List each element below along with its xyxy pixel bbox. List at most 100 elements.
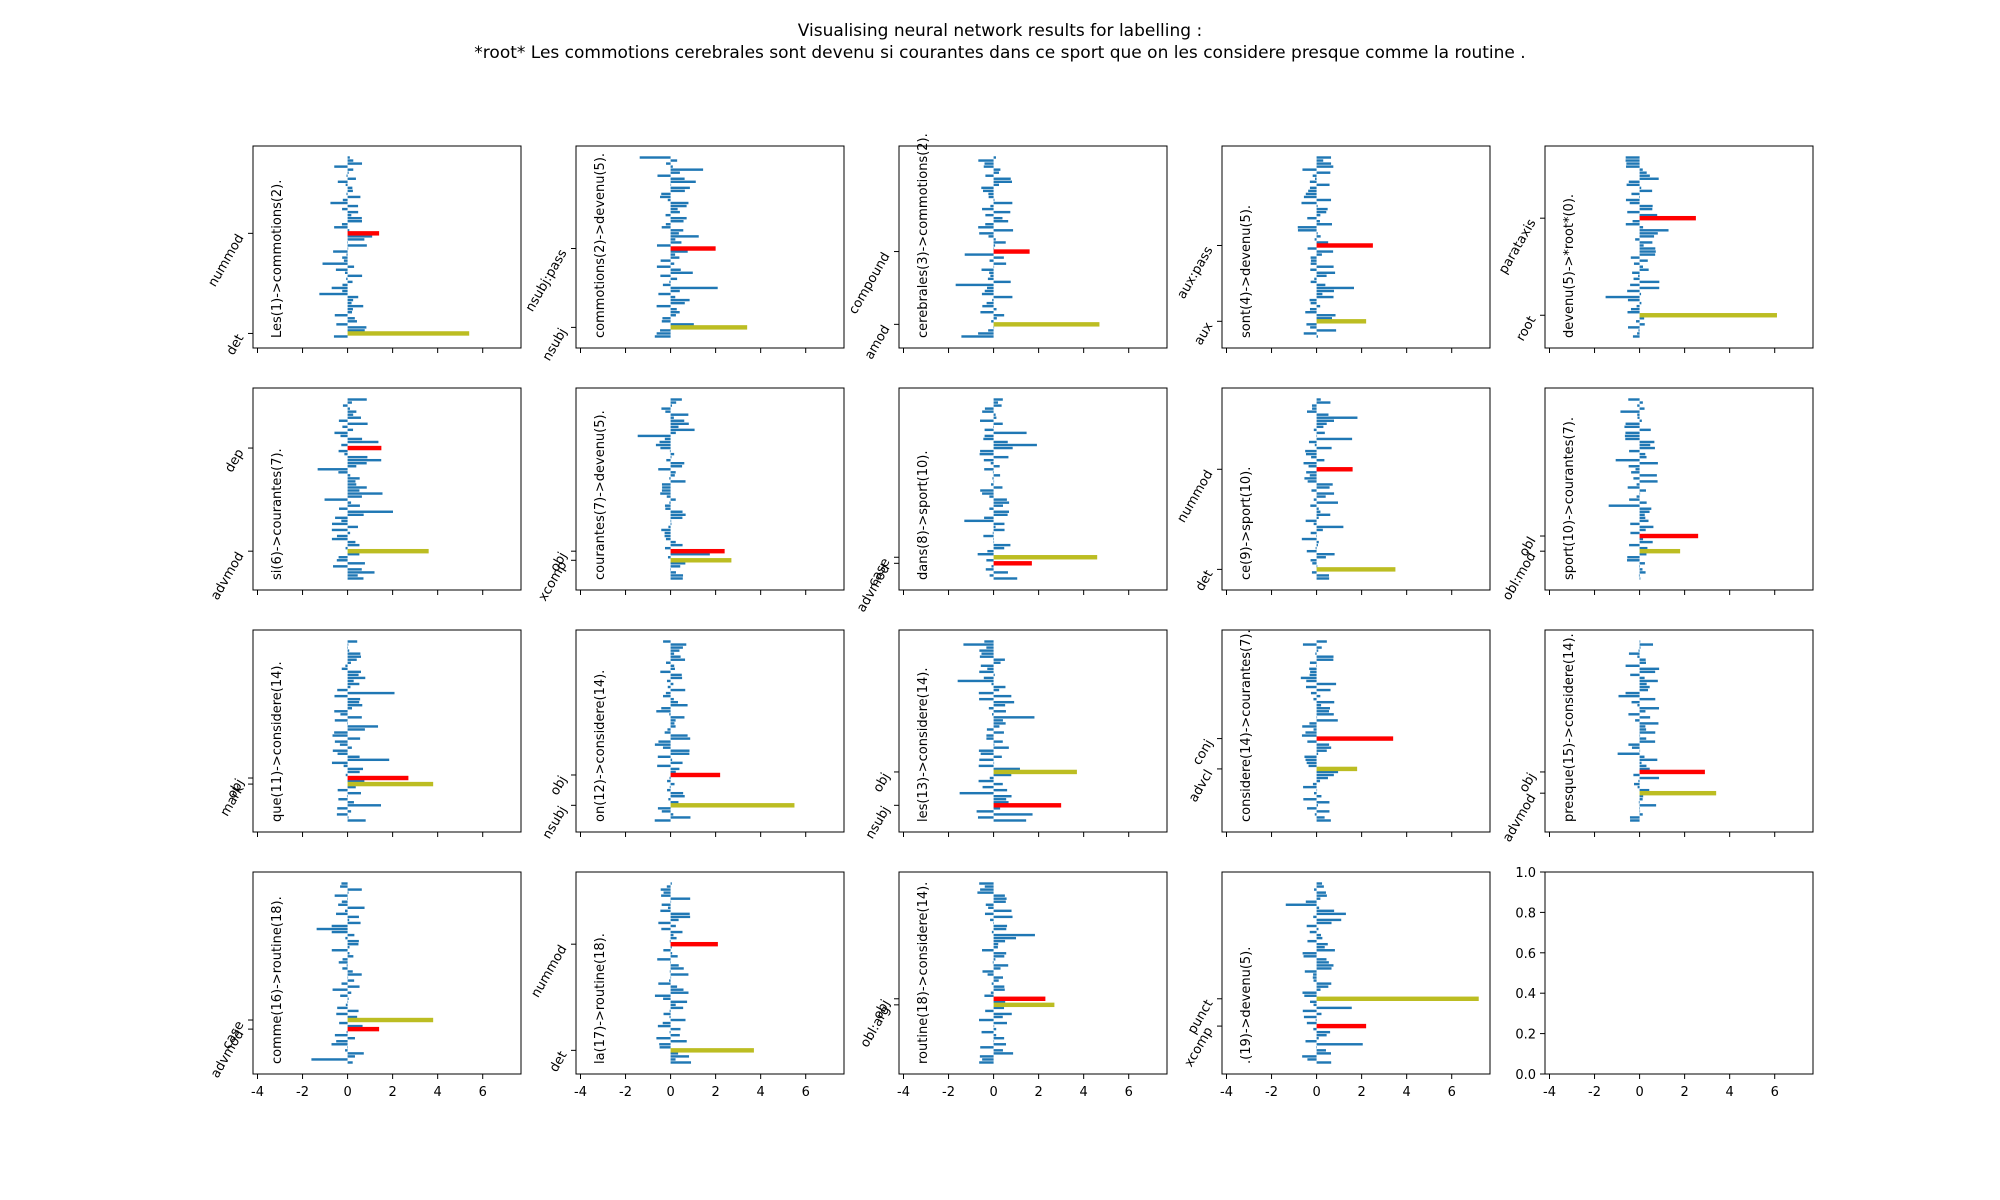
bar <box>1628 652 1640 655</box>
bar <box>347 177 356 180</box>
bar <box>1316 961 1329 964</box>
bar <box>1316 250 1334 253</box>
bar <box>1316 207 1328 211</box>
gold-bar <box>993 322 1100 327</box>
subplot-label: on(12)->considere(14). <box>593 670 608 822</box>
bar <box>1303 195 1317 199</box>
y-tick-label: obl:mod <box>1500 550 1540 603</box>
bar <box>334 740 348 743</box>
x-tick-label: -4 <box>897 1085 910 1100</box>
bar <box>993 440 1008 444</box>
bar <box>670 574 684 577</box>
bar <box>347 501 352 504</box>
bar <box>1639 462 1658 465</box>
bar <box>1316 210 1327 214</box>
bar <box>1315 652 1317 655</box>
bar <box>346 253 348 256</box>
bar <box>1313 791 1317 795</box>
subplot-label: courantes(7)->devenu(5). <box>593 410 608 580</box>
bar <box>664 531 671 535</box>
bar <box>322 262 348 265</box>
bar <box>670 813 674 816</box>
bar <box>1316 1052 1331 1055</box>
bar <box>1639 247 1656 250</box>
bar <box>991 982 994 985</box>
bar <box>347 195 361 199</box>
bar <box>1305 311 1317 314</box>
bar <box>670 480 686 483</box>
bar <box>347 952 350 955</box>
bar <box>1639 207 1653 211</box>
bar <box>983 165 994 168</box>
bar <box>988 707 994 710</box>
gold-bar <box>347 781 434 787</box>
bar <box>347 229 350 232</box>
bar <box>347 691 395 695</box>
bar <box>345 183 348 187</box>
bar <box>1316 198 1332 202</box>
bar <box>983 458 994 462</box>
bar <box>670 700 678 704</box>
bar <box>342 425 348 429</box>
bar <box>1639 268 1649 271</box>
bar <box>336 912 348 916</box>
bar <box>1310 268 1317 271</box>
subplot-bars-13 <box>957 640 1077 822</box>
bar <box>345 773 348 777</box>
bar <box>980 489 994 492</box>
bar <box>980 1046 994 1049</box>
bar <box>1637 404 1640 407</box>
bar <box>986 737 994 740</box>
bar <box>334 894 348 897</box>
bar <box>670 646 683 649</box>
bar <box>993 722 1006 725</box>
bar <box>337 1006 348 1010</box>
bar <box>347 676 366 680</box>
bar <box>341 882 348 885</box>
bar <box>1639 682 1647 686</box>
bar <box>980 888 994 891</box>
bar <box>987 286 994 290</box>
bar <box>1306 549 1317 553</box>
bar <box>1639 643 1654 646</box>
bar <box>1316 804 1318 807</box>
bar <box>1302 168 1317 171</box>
bar <box>993 704 1006 707</box>
bar <box>1639 440 1655 444</box>
bar <box>1316 232 1318 235</box>
bar <box>347 247 349 250</box>
bar <box>670 964 679 967</box>
bar <box>347 407 350 410</box>
bar <box>1314 888 1317 891</box>
bar <box>993 295 1013 299</box>
y-tick-label: aux:pass <box>1174 244 1216 302</box>
bar <box>347 661 351 664</box>
bar <box>670 422 689 425</box>
bar <box>993 716 1035 719</box>
bar <box>1302 643 1317 646</box>
bar <box>670 250 688 253</box>
bar <box>1316 486 1330 489</box>
bar <box>667 685 671 689</box>
gold-bar <box>347 1017 434 1023</box>
bar <box>347 658 357 661</box>
x-tick-label: -4 <box>1220 1085 1233 1100</box>
bar <box>670 761 683 765</box>
bar <box>670 882 672 885</box>
bar <box>993 404 1002 407</box>
y-tick-label: obj <box>548 773 571 798</box>
bar <box>1632 335 1640 338</box>
bar <box>347 921 361 925</box>
subplot-frame <box>575 871 845 1075</box>
bar <box>347 700 360 704</box>
subplot-frame <box>898 145 1168 349</box>
bar <box>993 180 1013 183</box>
bar <box>1316 171 1331 174</box>
bar <box>334 694 348 698</box>
bar <box>993 1000 1006 1004</box>
subplot-bars-18 <box>977 882 1055 1064</box>
subplot-empty: 0.0 0.2 0.4 0.6 0.8 1.0 -4 -2 0 2 4 6 <box>1515 866 1814 1100</box>
y-tick-label: obj <box>1517 770 1540 795</box>
bar <box>992 477 994 480</box>
